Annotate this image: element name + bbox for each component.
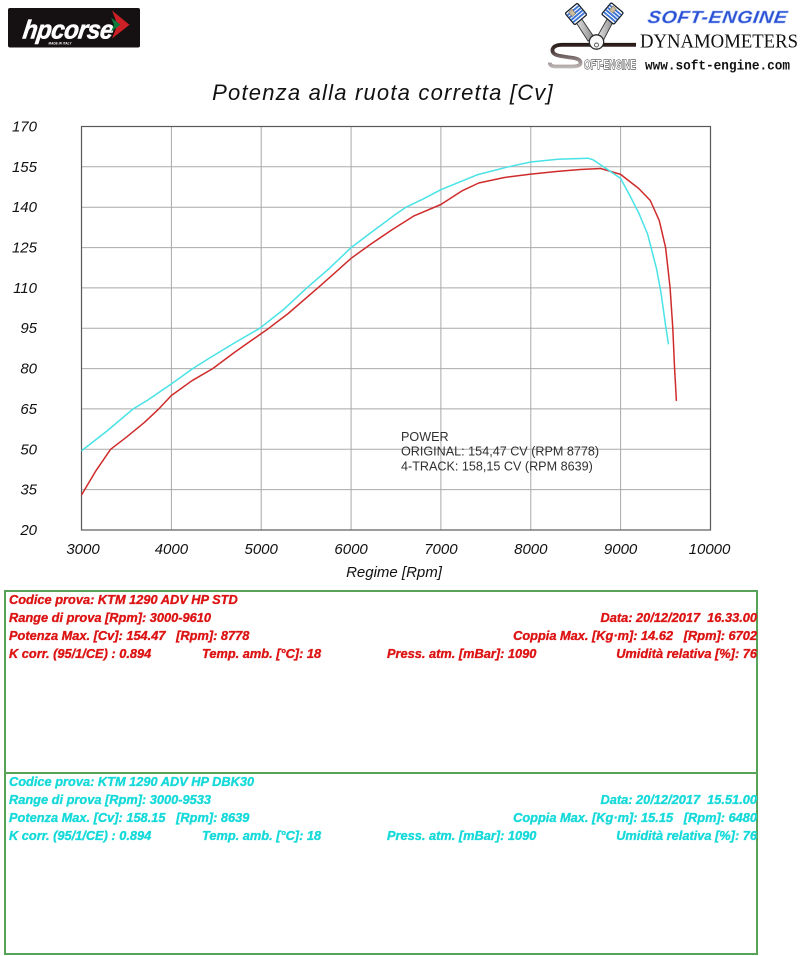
svg-text:140: 140	[12, 199, 38, 216]
svg-text:SOFT-ENGINE: SOFT-ENGINE	[646, 7, 790, 27]
svg-text:10000: 10000	[689, 541, 731, 558]
svg-text:OFT-ENGINE: OFT-ENGINE	[584, 58, 636, 72]
svg-text:95: 95	[20, 320, 37, 337]
svg-text:8000: 8000	[514, 541, 548, 558]
svg-text:ORIGINAL: 154,47 CV (RPM 8778): ORIGINAL: 154,47 CV (RPM 8778)	[401, 445, 599, 459]
svg-text:35: 35	[20, 482, 37, 499]
svg-text:MADE IN ITALY: MADE IN ITALY	[49, 41, 72, 46]
svg-text:80: 80	[20, 361, 37, 378]
svg-text:155: 155	[12, 159, 38, 176]
svg-text:65: 65	[20, 401, 37, 418]
svg-text:110: 110	[13, 280, 38, 297]
svg-text:3000: 3000	[66, 541, 100, 558]
svg-text:7000: 7000	[424, 541, 458, 558]
svg-text:125: 125	[12, 240, 38, 257]
svg-text:170: 170	[12, 119, 38, 136]
svg-text:4-TRACK: 158,15 CV (RPM 8639): 4-TRACK: 158,15 CV (RPM 8639)	[401, 459, 593, 473]
svg-text:20: 20	[19, 522, 37, 539]
svg-text:9000: 9000	[604, 541, 638, 558]
svg-text:4000: 4000	[155, 541, 189, 558]
svg-text:hpcorse: hpcorse	[21, 15, 115, 45]
svg-text:www.soft-engine.com: www.soft-engine.com	[645, 60, 790, 75]
svg-text:Regime [Rpm]: Regime [Rpm]	[346, 564, 443, 581]
svg-text:6000: 6000	[334, 541, 368, 558]
svg-text:50: 50	[20, 441, 37, 458]
svg-text:DYNAMOMETERS: DYNAMOMETERS	[640, 31, 798, 53]
svg-text:POWER: POWER	[401, 430, 449, 444]
svg-text:5000: 5000	[245, 541, 279, 558]
